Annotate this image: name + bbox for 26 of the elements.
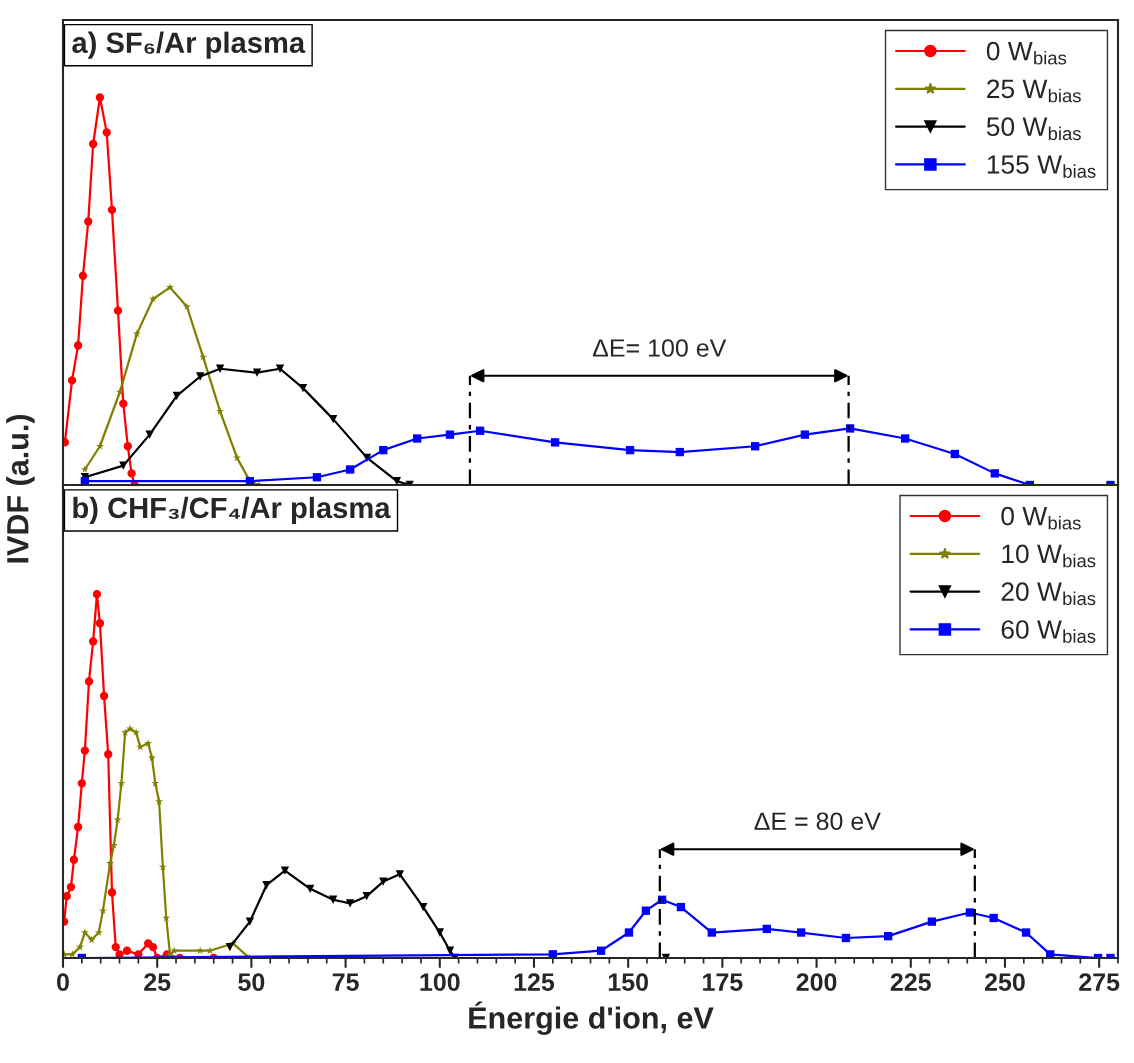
x-tick-label: 75 <box>332 973 359 991</box>
x-tick-label: 25 <box>144 973 171 991</box>
legend-label: 10 W$_{bias}$ <box>1002 544 1096 568</box>
legend-label: 0 W$_{bias}$ <box>986 41 1067 65</box>
x-tick-label: 200 <box>796 973 837 991</box>
annotation: ΔE = 80 eV <box>754 812 881 831</box>
chart-title: b) CHF₃/CF₄/Ar plasma <box>73 496 391 525</box>
legend-label: 20 W$_{bias}$ <box>1001 582 1096 606</box>
x-tick-label: 275 <box>1079 973 1120 991</box>
legend-label: 155 W$_{bias}$ <box>987 155 1096 178</box>
annotation: ΔE= 100 eV <box>592 339 727 357</box>
x-tick-label: 150 <box>608 973 649 991</box>
legend-label: 50 W$_{bias}$ <box>986 117 1081 141</box>
x-tick-label: 225 <box>890 973 931 991</box>
x-tick-label: 100 <box>420 973 460 991</box>
y-axis-title: IVDF (a.u.) <box>6 414 35 563</box>
x-tick-label: 250 <box>984 973 1025 991</box>
x-axis-title: Énergie d'ion, eV <box>469 1001 714 1035</box>
legend-label: 0 W$_{bias}$ <box>1001 506 1081 530</box>
chart-title: a) SF₆/Ar plasma <box>72 31 306 59</box>
x-tick-label: 0 <box>57 973 69 991</box>
x-tick-label: 175 <box>703 973 743 991</box>
x-tick-label: 50 <box>238 973 265 991</box>
legend-label: 60 W$_{bias}$ <box>1001 620 1096 643</box>
legend-label: 25 W$_{bias}$ <box>987 79 1081 103</box>
x-tick-label: 125 <box>514 973 555 991</box>
